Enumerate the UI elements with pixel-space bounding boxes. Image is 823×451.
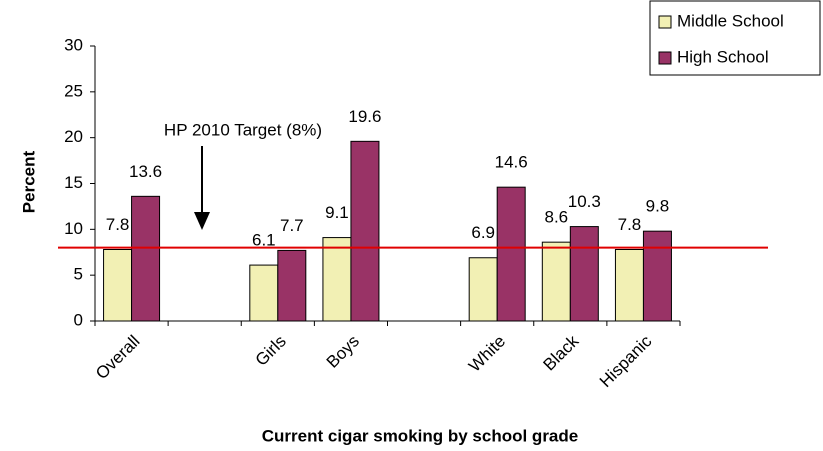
value-label: 19.6 bbox=[348, 107, 381, 126]
value-label: 7.8 bbox=[618, 215, 642, 234]
legend-label: Middle School bbox=[677, 11, 784, 30]
value-label: 6.9 bbox=[471, 223, 495, 242]
bar bbox=[103, 249, 133, 322]
bar bbox=[468, 257, 498, 322]
value-label: 9.8 bbox=[646, 197, 670, 216]
x-tick-label: White bbox=[465, 332, 509, 376]
bar bbox=[541, 241, 571, 322]
legend-swatch bbox=[658, 15, 672, 29]
value-label: 8.6 bbox=[544, 208, 568, 227]
y-tick-label: 5 bbox=[74, 265, 83, 284]
y-tick-label: 0 bbox=[74, 310, 83, 329]
value-label: 14.6 bbox=[495, 153, 528, 172]
x-tick-label: Girls bbox=[252, 332, 290, 370]
legend-box bbox=[649, 0, 821, 76]
bar bbox=[614, 249, 644, 322]
bar bbox=[249, 264, 279, 322]
y-tick-label: 15 bbox=[64, 173, 83, 192]
annotation: HP 2010 Target (8%) bbox=[164, 120, 322, 139]
legend-label: High School bbox=[677, 47, 769, 66]
bar bbox=[131, 195, 161, 322]
legend-swatch bbox=[658, 51, 672, 65]
value-label: 7.7 bbox=[280, 216, 304, 235]
value-label: 6.1 bbox=[252, 231, 276, 250]
bar bbox=[569, 226, 599, 322]
y-tick-label: 10 bbox=[64, 219, 83, 238]
bar bbox=[496, 186, 526, 322]
x-axis-title: Current cigar smoking by school grade bbox=[262, 426, 578, 445]
x-tick-label: Hispanic bbox=[596, 331, 656, 391]
value-label: 13.6 bbox=[129, 162, 162, 181]
x-tick-label: Overall bbox=[92, 332, 144, 384]
bar bbox=[642, 230, 672, 322]
x-tick-label: Black bbox=[539, 331, 582, 374]
value-label: 10.3 bbox=[568, 192, 601, 211]
bar bbox=[277, 249, 307, 322]
bar bbox=[322, 237, 352, 322]
x-tick-label: Boys bbox=[323, 332, 363, 372]
bar bbox=[350, 140, 380, 322]
y-axis-title: Percent bbox=[19, 150, 38, 213]
y-tick-label: 30 bbox=[64, 35, 83, 54]
value-label: 9.1 bbox=[325, 203, 349, 222]
arrow-head bbox=[194, 212, 210, 230]
y-tick-label: 25 bbox=[64, 81, 83, 100]
y-tick-label: 20 bbox=[64, 127, 83, 146]
value-label: 7.8 bbox=[106, 215, 130, 234]
